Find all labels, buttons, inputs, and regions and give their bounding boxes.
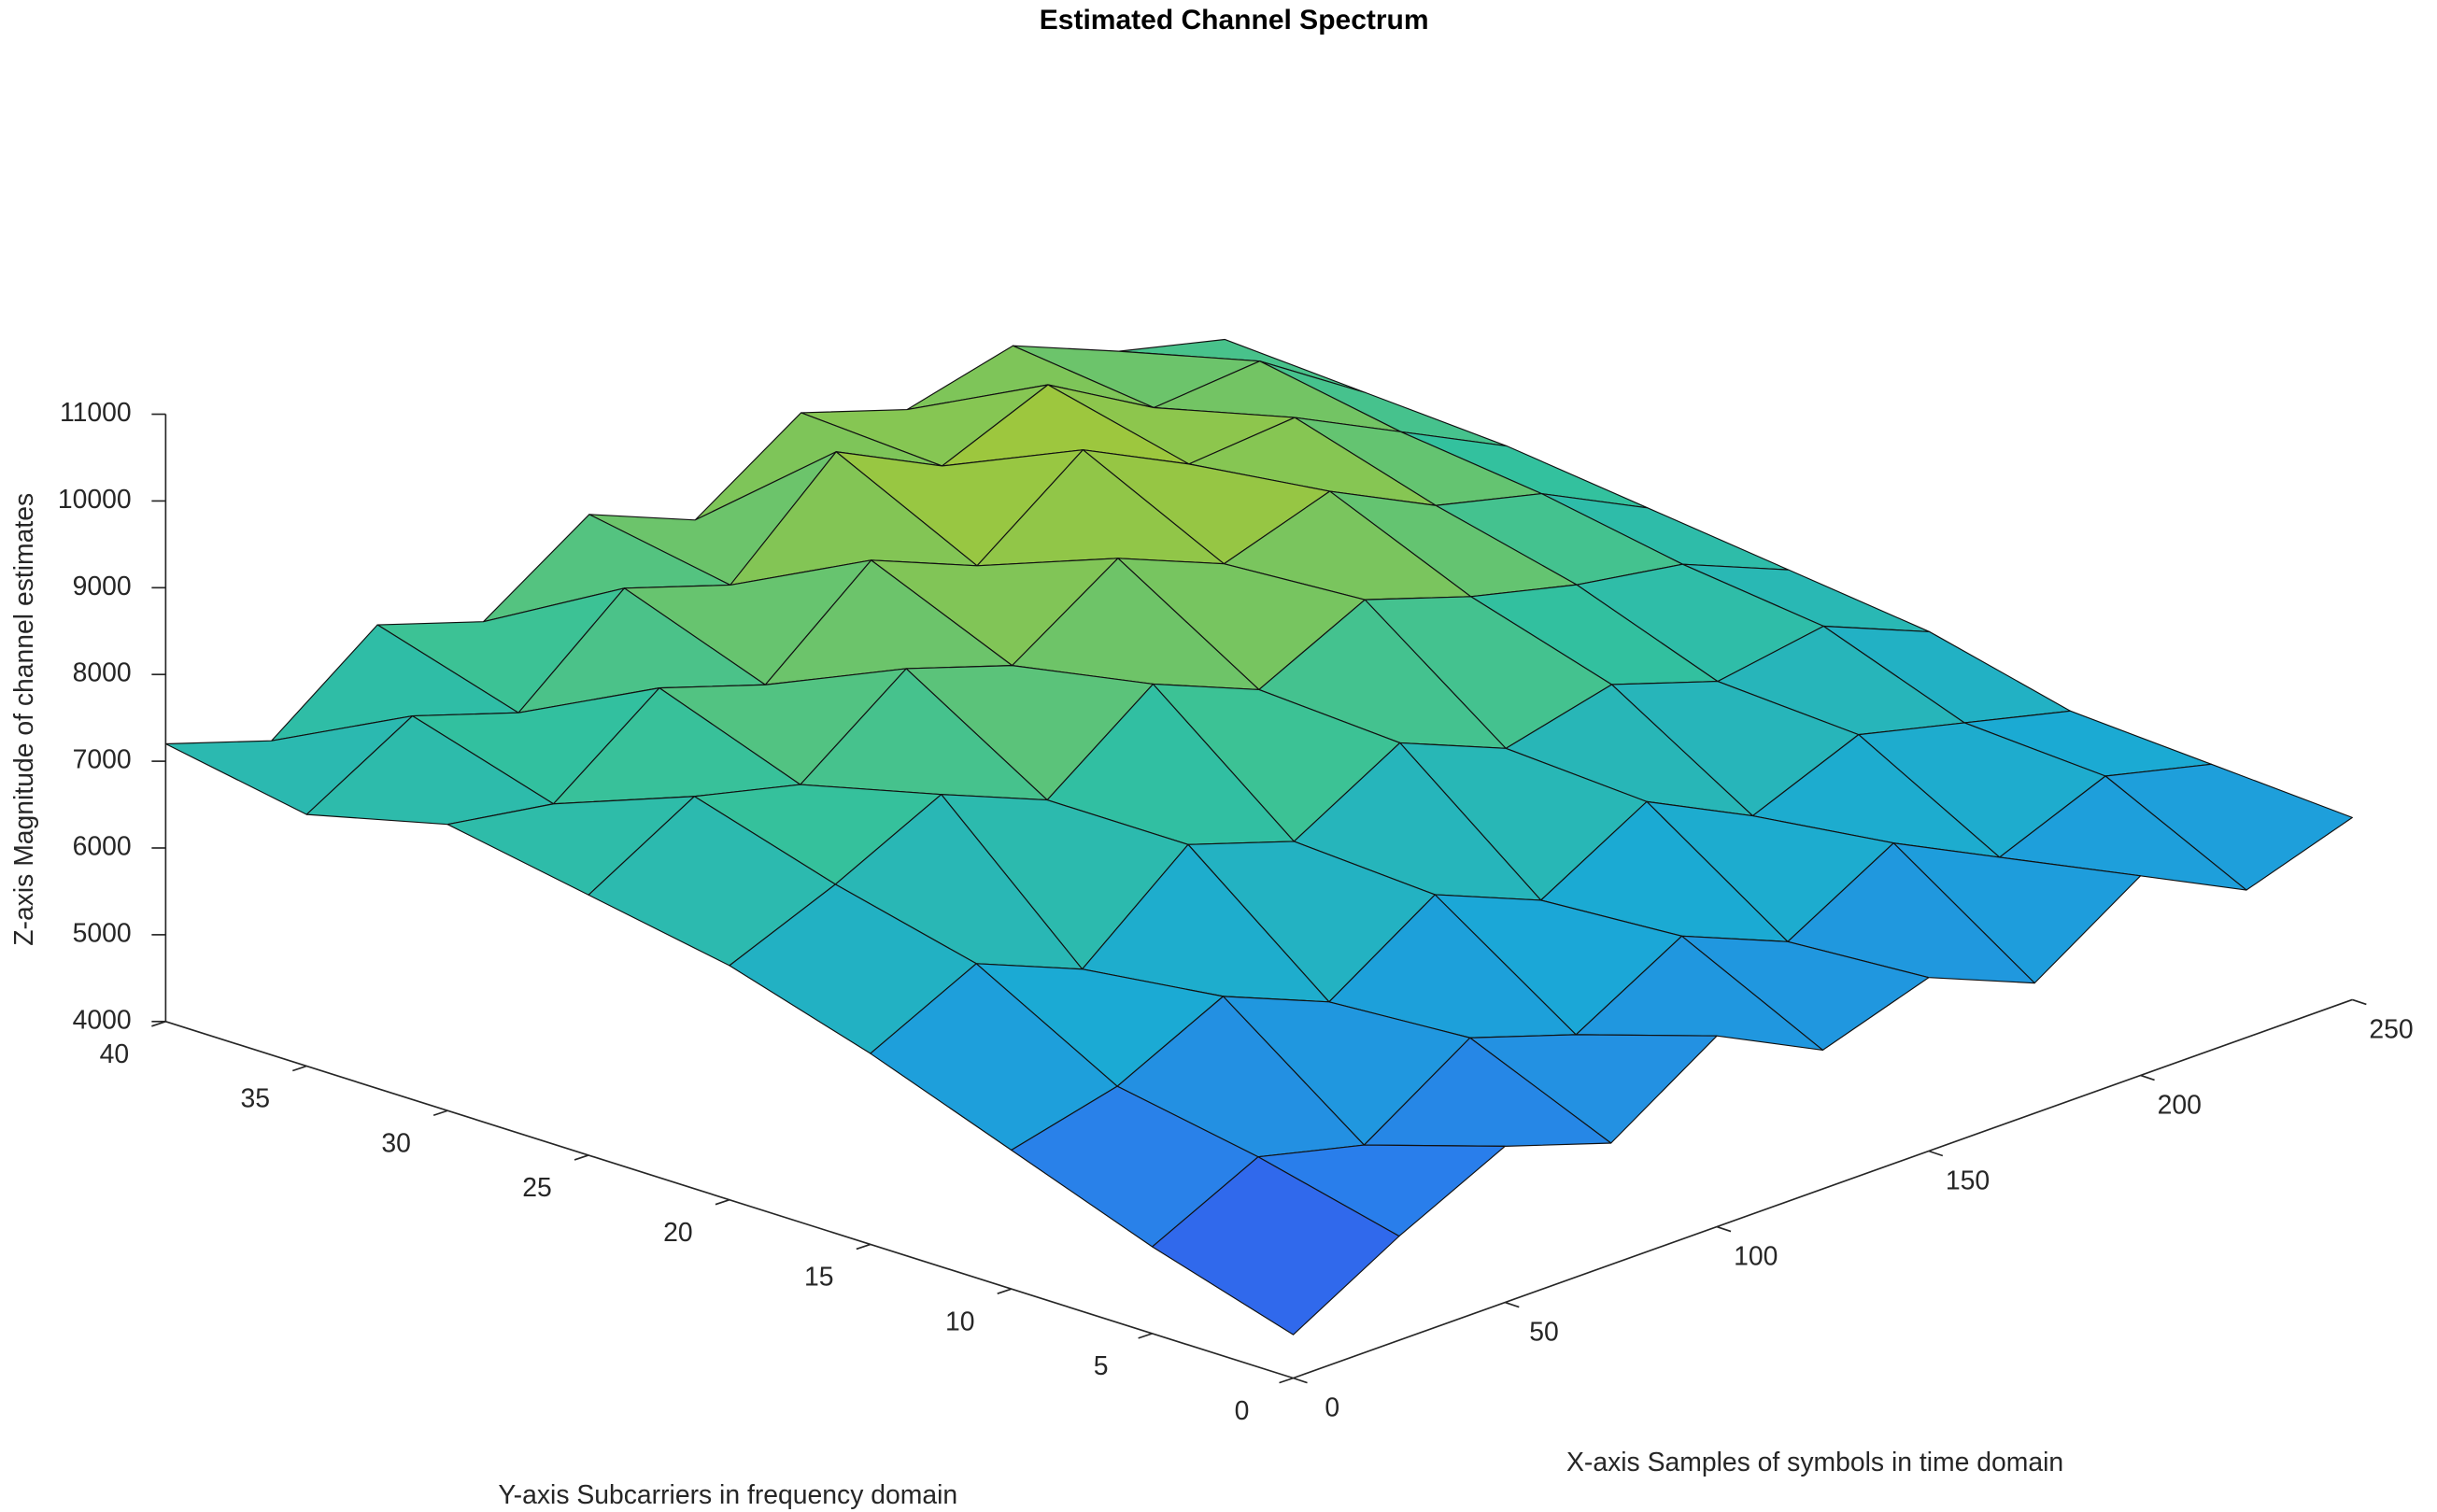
y-tick	[574, 1154, 589, 1161]
y-tick	[856, 1243, 871, 1251]
x-tick-label: 50	[1529, 1317, 1559, 1347]
y-tick	[432, 1109, 448, 1117]
y-tick	[291, 1065, 307, 1072]
x-tick-label: 100	[1734, 1241, 1778, 1271]
x-tick	[1928, 1150, 1944, 1157]
x-tick	[1293, 1377, 1308, 1384]
y-tick	[997, 1288, 1013, 1294]
z-tick-label: 8000	[73, 658, 132, 688]
y-tick-label: 30	[381, 1128, 411, 1158]
y-tick-label: 15	[804, 1263, 834, 1293]
chart-title: Estimated Channel Spectrum	[1040, 5, 1429, 35]
z-tick-label: 10000	[58, 485, 132, 515]
surface	[164, 338, 2353, 1335]
x-axis-line	[1293, 998, 2353, 1379]
y-tick-label: 5	[1094, 1351, 1109, 1381]
x-tick	[2352, 998, 2367, 1006]
z-axis-title: Z-axis Magnitude of channel estimates	[9, 493, 39, 946]
y-axis-line	[165, 1020, 1294, 1379]
z-tick-label: 5000	[73, 918, 132, 948]
z-tick-label: 11000	[60, 398, 132, 428]
y-axis-title: Y-axis Subcarriers in frequency domain	[498, 1480, 957, 1510]
x-tick-label: 0	[1325, 1392, 1339, 1422]
y-tick-label: 25	[522, 1173, 552, 1203]
x-tick	[2140, 1074, 2155, 1081]
z-tick-label: 9000	[73, 572, 132, 601]
z-tick-label: 7000	[73, 745, 132, 775]
x-tick-label: 250	[2369, 1014, 2413, 1044]
y-tick-label: 0	[1235, 1396, 1250, 1426]
y-tick-label: 20	[663, 1218, 693, 1248]
surface-facet	[1152, 1156, 1400, 1335]
y-tick	[715, 1198, 730, 1206]
z-tick-label: 6000	[73, 831, 132, 861]
z-tick-label: 4000	[73, 1005, 132, 1035]
x-tick	[1716, 1225, 1732, 1233]
x-tick-label: 200	[2158, 1090, 2202, 1120]
x-tick	[1505, 1301, 1520, 1308]
y-tick-label: 10	[945, 1307, 975, 1336]
x-tick-label: 150	[1946, 1166, 1990, 1195]
y-tick	[1279, 1377, 1294, 1384]
y-tick	[1138, 1333, 1153, 1339]
y-tick-label: 40	[100, 1039, 130, 1069]
y-tick-label: 35	[240, 1084, 270, 1114]
x-axis-title: X-axis Samples of symbols in time domain	[1566, 1448, 2063, 1477]
